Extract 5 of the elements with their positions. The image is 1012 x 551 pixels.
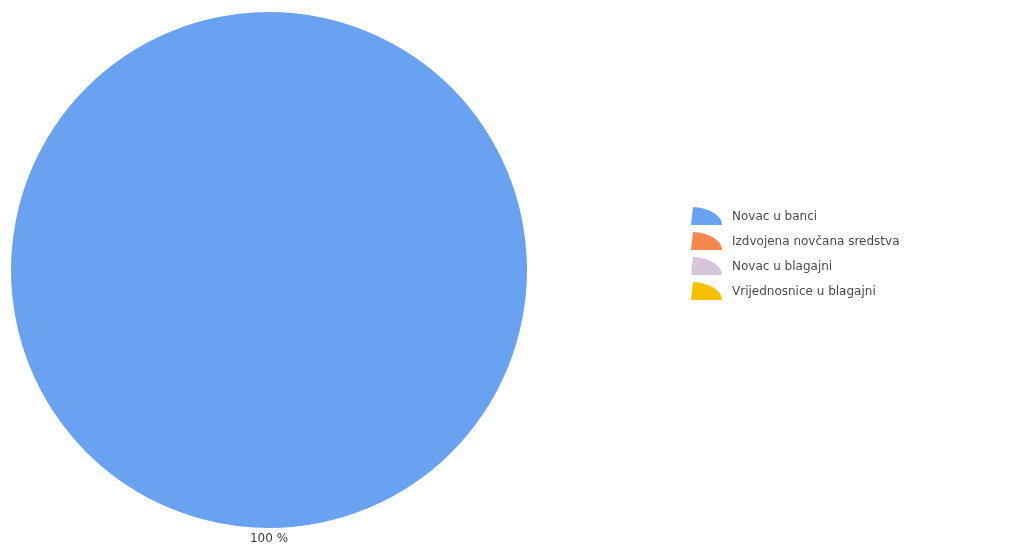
legend-label: Novac u banci: [732, 208, 818, 223]
legend-label: Izdvojena novčana sredstva: [732, 233, 900, 248]
legend-label: Vrijednosnice u blagajni: [732, 283, 876, 298]
legend-label: Novac u blagajni: [732, 258, 833, 273]
data-label: 100 %: [249, 531, 289, 546]
